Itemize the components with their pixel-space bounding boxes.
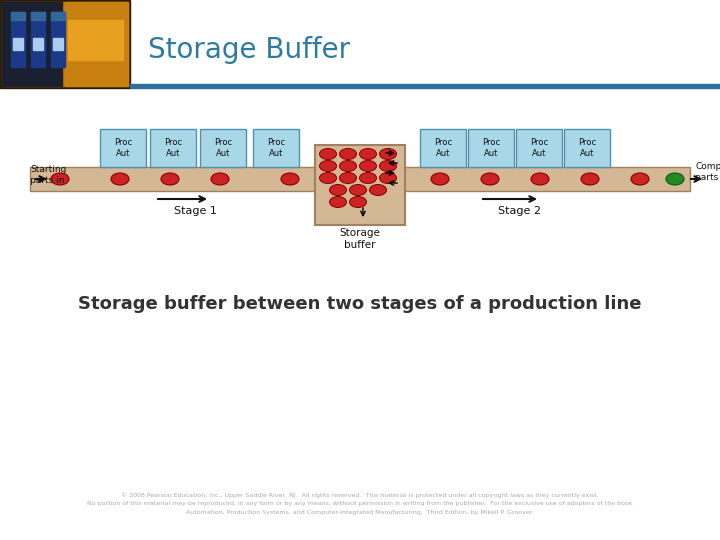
Ellipse shape [330, 197, 346, 207]
Bar [2, 2, 128, 86]
Ellipse shape [349, 185, 366, 195]
Bar [130, 84, 720, 88]
Bar [31, 12, 45, 20]
Bar [11, 12, 25, 20]
Ellipse shape [320, 172, 336, 184]
Ellipse shape [340, 148, 356, 159]
Bar [100, 129, 146, 167]
Bar [53, 38, 63, 50]
Bar [30, 167, 690, 191]
Text: Stage 1: Stage 1 [174, 206, 217, 216]
Ellipse shape [51, 173, 69, 185]
Bar [11, 12, 25, 67]
Bar [51, 12, 65, 20]
Bar [420, 129, 466, 167]
Text: Storage
buffer: Storage buffer [340, 228, 380, 249]
Bar [315, 145, 405, 225]
Bar [33, 38, 43, 50]
Ellipse shape [666, 173, 684, 185]
Text: Storage Buffer: Storage Buffer [148, 36, 350, 64]
Bar [468, 129, 514, 167]
Bar [51, 12, 65, 67]
Text: Storage buffer between two stages of a production line: Storage buffer between two stages of a p… [78, 295, 642, 313]
Bar [564, 129, 610, 167]
Ellipse shape [359, 160, 377, 172]
Ellipse shape [379, 148, 397, 159]
Ellipse shape [531, 173, 549, 185]
Ellipse shape [281, 173, 299, 185]
Ellipse shape [631, 173, 649, 185]
Ellipse shape [349, 197, 366, 207]
Text: Starting
parts in: Starting parts in [30, 165, 66, 185]
Bar [0, 0, 130, 88]
Bar [68, 20, 123, 60]
Text: Proc
Aut: Proc Aut [214, 138, 232, 158]
Text: Stage 2: Stage 2 [498, 206, 541, 216]
Text: No portion of this material may be reproduced, in any form or by any means, with: No portion of this material may be repro… [87, 501, 633, 506]
Text: Proc
Aut: Proc Aut [267, 138, 285, 158]
Text: Proc
Aut: Proc Aut [578, 138, 596, 158]
Ellipse shape [369, 185, 387, 195]
Text: Proc
Aut: Proc Aut [530, 138, 548, 158]
Ellipse shape [330, 185, 346, 195]
Ellipse shape [211, 173, 229, 185]
Bar [13, 38, 23, 50]
Text: Proc
Aut: Proc Aut [434, 138, 452, 158]
Bar [200, 129, 246, 167]
Bar [253, 129, 299, 167]
Bar [65, 2, 128, 86]
Bar [516, 129, 562, 167]
Ellipse shape [581, 173, 599, 185]
Ellipse shape [340, 172, 356, 184]
Ellipse shape [359, 172, 377, 184]
Text: Automation, Production Systems, and Computer-Integrated Manufacturing,  Third Ed: Automation, Production Systems, and Comp… [186, 510, 534, 515]
Text: Proc
Aut: Proc Aut [164, 138, 182, 158]
Text: Proc
Aut: Proc Aut [482, 138, 500, 158]
Ellipse shape [161, 173, 179, 185]
Ellipse shape [379, 160, 397, 172]
Text: Proc
Aut: Proc Aut [114, 138, 132, 158]
Ellipse shape [320, 148, 336, 159]
Ellipse shape [320, 160, 336, 172]
Bar [2, 2, 62, 86]
Bar [150, 129, 196, 167]
Text: Completed
parts out: Completed parts out [695, 163, 720, 181]
Ellipse shape [481, 173, 499, 185]
Ellipse shape [359, 148, 377, 159]
Bar [31, 12, 45, 67]
Ellipse shape [431, 173, 449, 185]
Ellipse shape [111, 173, 129, 185]
Text: © 2008 Pearson Education, Inc., Upper Saddle River, NJ.  All rights reserved.  T: © 2008 Pearson Education, Inc., Upper Sa… [121, 492, 599, 498]
Ellipse shape [379, 172, 397, 184]
Ellipse shape [340, 160, 356, 172]
